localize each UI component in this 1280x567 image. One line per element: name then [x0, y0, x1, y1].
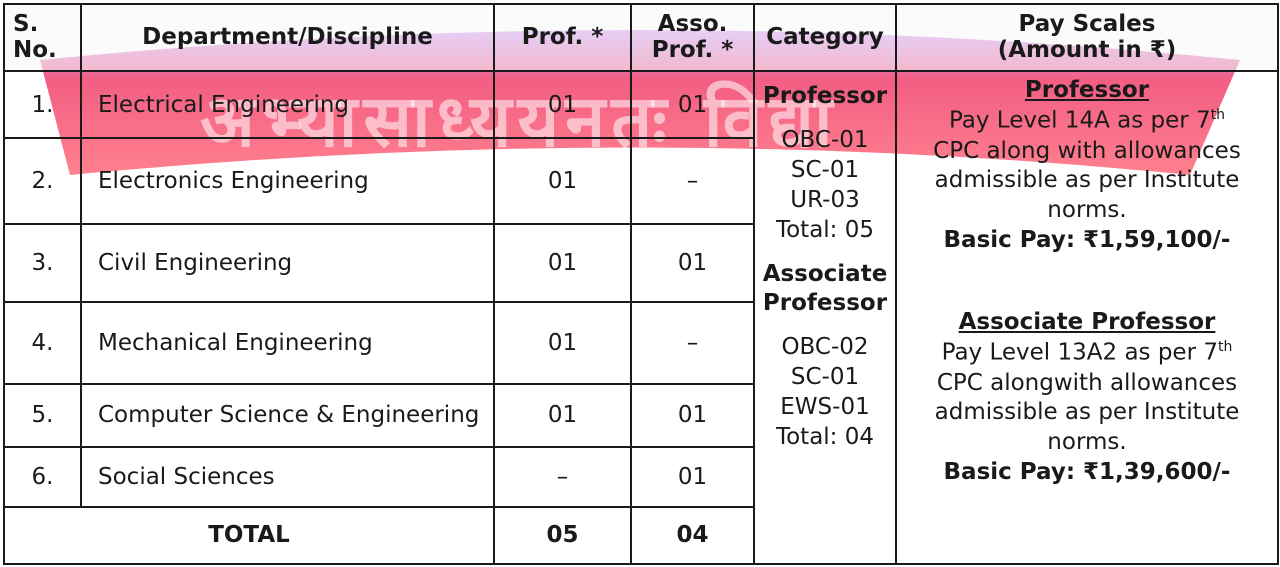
row-department: Computer Science & Engineering	[80, 382, 495, 448]
total-label: TOTAL	[3, 505, 495, 566]
table-row: 1. Electrical Engineering 01 01 Professo…	[3, 70, 1279, 565]
pay-associate-line: admissible as per Institute	[934, 399, 1240, 426]
pay-professor-title: Professor	[1024, 77, 1150, 104]
pay-associate-line: Pay Level 13A2 as per 7th	[941, 339, 1233, 366]
pay-professor-line: norms.	[1047, 197, 1127, 224]
row-asso: 01	[630, 382, 755, 448]
category-associate-title: Professor	[762, 290, 888, 317]
category-professor-line: OBC-01	[781, 127, 869, 153]
category-associate-line: Total: 04	[775, 424, 875, 451]
header-asso-prof: Asso. Prof. *	[630, 2, 755, 73]
category-professor-title: Professor	[762, 83, 888, 110]
header-sno: S. No.	[3, 2, 82, 73]
pay-associate-line: norms.	[1047, 429, 1127, 456]
row-prof: –	[493, 445, 632, 508]
table-row: 3. Civil Engineering 01 01	[3, 223, 1278, 304]
row-prof: 01	[493, 137, 632, 226]
category-associate-line: EWS-01	[780, 394, 870, 421]
table-header-row: S. No. Department/Discipline Prof. * Ass…	[3, 2, 1279, 73]
header-pay-scales: Pay Scales (Amount in ₹)	[895, 2, 1279, 73]
pay-associate-line: CPC alongwith allowances	[936, 369, 1238, 396]
row-asso: 01	[630, 223, 755, 304]
row-prof: 01	[493, 223, 632, 304]
pay-associate-basic: Basic Pay: ₹1,39,600/-	[943, 459, 1231, 486]
header-prof: Prof. *	[493, 2, 632, 73]
pay-professor-basic: Basic Pay: ₹1,59,100/-	[943, 227, 1231, 254]
row-sno: 4.	[3, 301, 82, 385]
table-row: 5. Computer Science & Engineering 01 01	[3, 382, 1278, 448]
pay-professor-line: Pay Level 14A as per 7th	[948, 107, 1226, 134]
row-prof: 01	[493, 70, 632, 140]
table-total-row: TOTAL 05 04	[3, 505, 1278, 566]
row-sno: 5.	[3, 382, 82, 448]
row-asso: –	[630, 137, 755, 226]
header-department: Department/Discipline	[80, 2, 495, 73]
pay-scale-cell: Professor Pay Level 14A as per 7th CPC a…	[895, 70, 1279, 565]
total-asso: 04	[630, 505, 755, 566]
category-associate-line: SC-01	[790, 364, 860, 391]
row-prof: 01	[493, 301, 632, 385]
category-associate-title: Associate	[762, 260, 888, 287]
category-cell: Professor OBC-01 SC-01 UR-03 Total: 05 A…	[753, 70, 897, 565]
row-prof: 01	[493, 382, 632, 448]
pay-associate-title: Associate Professor	[958, 309, 1216, 336]
row-asso: –	[630, 301, 755, 385]
row-sno: 6.	[3, 445, 82, 508]
row-department: Civil Engineering	[80, 223, 495, 304]
total-prof: 05	[493, 505, 632, 566]
category-professor-line: SC-01	[790, 156, 860, 183]
row-department: Electronics Engineering	[80, 137, 495, 226]
row-asso: 01	[630, 445, 755, 508]
pay-professor-line: admissible as per Institute	[934, 167, 1240, 194]
category-associate-line: OBC-02	[781, 334, 869, 361]
row-sno: 2.	[3, 137, 82, 226]
row-sno: 1.	[3, 70, 82, 140]
pay-professor-line: CPC along with allowances	[933, 137, 1241, 164]
row-asso: 01	[630, 70, 755, 140]
table-row: 6. Social Sciences – 01	[3, 445, 1278, 508]
row-sno: 3.	[3, 223, 82, 304]
row-department: Social Sciences	[80, 445, 495, 508]
header-category: Category	[753, 2, 897, 73]
category-professor-line: UR-03	[790, 186, 860, 213]
table-row: 4. Mechanical Engineering 01 –	[3, 301, 1278, 385]
category-professor-line: Total: 05	[775, 216, 875, 243]
row-department: Mechanical Engineering	[80, 301, 495, 385]
row-department: Electrical Engineering	[80, 70, 495, 140]
vacancy-table: S. No. Department/Discipline Prof. * Ass…	[3, 2, 1279, 566]
